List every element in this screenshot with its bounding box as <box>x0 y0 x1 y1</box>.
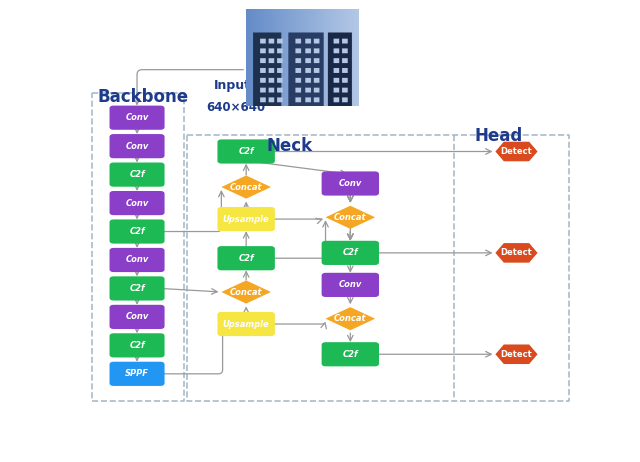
Text: Concat: Concat <box>334 213 367 222</box>
Text: C2f: C2f <box>129 227 145 236</box>
Text: Detect: Detect <box>500 350 532 359</box>
FancyBboxPatch shape <box>218 312 275 336</box>
Polygon shape <box>495 243 538 263</box>
FancyBboxPatch shape <box>109 163 164 187</box>
Text: Conv: Conv <box>125 255 148 264</box>
Text: Detect: Detect <box>500 249 532 257</box>
FancyBboxPatch shape <box>322 241 379 265</box>
Text: Detect: Detect <box>500 147 532 156</box>
Text: Concat: Concat <box>230 182 262 192</box>
FancyBboxPatch shape <box>322 273 379 297</box>
Text: Neck: Neck <box>266 137 312 155</box>
FancyBboxPatch shape <box>322 171 379 195</box>
FancyBboxPatch shape <box>109 305 164 329</box>
Polygon shape <box>326 307 375 330</box>
Polygon shape <box>495 142 538 161</box>
Text: Conv: Conv <box>125 113 148 122</box>
FancyBboxPatch shape <box>322 342 379 366</box>
Text: C2f: C2f <box>342 249 358 257</box>
Text: C2f: C2f <box>238 147 254 156</box>
Text: SPPF: SPPF <box>125 369 149 378</box>
FancyBboxPatch shape <box>109 219 164 243</box>
Text: Conv: Conv <box>339 179 362 188</box>
Text: C2f: C2f <box>238 254 254 263</box>
Text: Conv: Conv <box>125 312 148 322</box>
FancyBboxPatch shape <box>109 362 164 386</box>
FancyBboxPatch shape <box>109 106 164 130</box>
Text: Concat: Concat <box>334 314 367 323</box>
Text: Backbone: Backbone <box>97 88 189 106</box>
FancyBboxPatch shape <box>109 276 164 301</box>
FancyBboxPatch shape <box>109 333 164 358</box>
Polygon shape <box>495 345 538 364</box>
Text: C2f: C2f <box>342 350 358 359</box>
Text: Upsample: Upsample <box>223 320 269 328</box>
Text: 640×640: 640×640 <box>207 101 266 114</box>
FancyBboxPatch shape <box>218 207 275 231</box>
Polygon shape <box>221 280 271 304</box>
FancyBboxPatch shape <box>218 246 275 270</box>
Text: Concat: Concat <box>230 287 262 297</box>
FancyBboxPatch shape <box>109 191 164 215</box>
Text: Conv: Conv <box>125 142 148 151</box>
FancyBboxPatch shape <box>218 140 275 164</box>
Text: Conv: Conv <box>339 280 362 289</box>
Text: C2f: C2f <box>129 341 145 350</box>
Text: Head: Head <box>474 127 523 145</box>
Text: Input: Input <box>214 79 251 92</box>
Polygon shape <box>221 176 271 199</box>
Text: Conv: Conv <box>125 199 148 207</box>
Text: C2f: C2f <box>129 284 145 293</box>
FancyBboxPatch shape <box>109 134 164 158</box>
Polygon shape <box>326 206 375 229</box>
Text: Upsample: Upsample <box>223 214 269 224</box>
Text: C2f: C2f <box>129 170 145 179</box>
FancyBboxPatch shape <box>109 248 164 272</box>
